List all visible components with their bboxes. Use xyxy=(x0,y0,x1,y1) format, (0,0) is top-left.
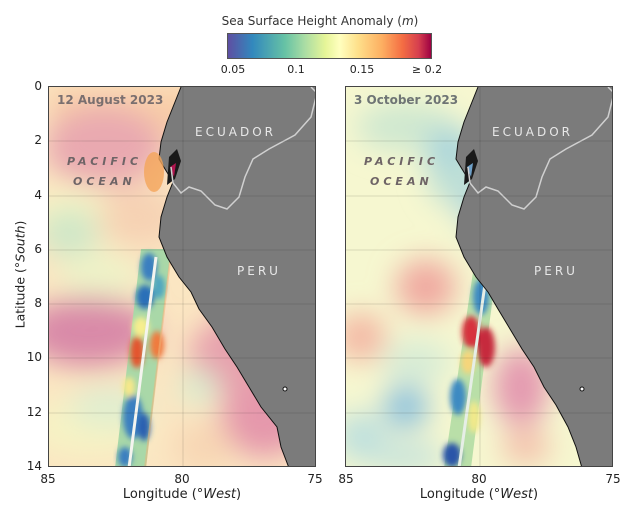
y-tick: 10 xyxy=(26,350,42,364)
x-tick: 80 xyxy=(174,472,190,486)
colorbar-tick: ≥ 0.2 xyxy=(411,63,443,76)
x-axis-label: Longitude (°West) xyxy=(122,487,242,502)
x-tick: 85 xyxy=(338,472,354,486)
y-tick: 14 xyxy=(26,459,42,473)
x-tick: 75 xyxy=(307,472,323,486)
y-tick: 8 xyxy=(34,296,42,310)
x-axis-label: Longitude (°West) xyxy=(419,487,539,502)
x-tick: 75 xyxy=(605,472,621,486)
x-tick: 85 xyxy=(40,472,56,486)
country-label-ecuador: ECUADOR xyxy=(492,125,573,139)
map-panel-august: 12 August 2023 PACIFIC OCEAN ECUADOR PER… xyxy=(48,86,316,467)
ocean-label: OCEAN xyxy=(73,175,136,188)
x-tick: 80 xyxy=(471,472,487,486)
colorbar-tick: 0.05 xyxy=(220,63,246,76)
colorbar-title: Sea Surface Height Anomaly (m) xyxy=(221,14,419,28)
colorbar xyxy=(227,33,432,59)
ecuador-border xyxy=(170,87,315,210)
y-axis-label: Latitude (°South) xyxy=(12,220,28,329)
y-tick: 6 xyxy=(34,242,42,256)
ssh-map-october xyxy=(346,87,612,466)
panel-date-label: 12 August 2023 xyxy=(57,93,164,107)
colorbar-tick: 0.1 xyxy=(287,63,305,76)
y-tick: 2 xyxy=(34,133,42,147)
country-label-peru: PERU xyxy=(534,264,578,278)
map-panel-october: 3 October 2023 PACIFIC OCEAN ECUADOR PER… xyxy=(345,86,613,467)
country-label-peru: PERU xyxy=(237,264,281,278)
colorbar-tick: 0.15 xyxy=(349,63,375,76)
y-tick: 4 xyxy=(34,188,42,202)
ecuador-border xyxy=(467,87,612,210)
panel-date-label: 3 October 2023 xyxy=(354,93,459,107)
land-mask xyxy=(456,87,612,466)
ocean-label: PACIFIC xyxy=(67,155,143,168)
ocean-label: OCEAN xyxy=(370,175,433,188)
land-mask xyxy=(159,87,315,466)
y-tick: 0 xyxy=(34,79,42,93)
y-tick: 12 xyxy=(26,405,42,419)
ocean-label: PACIFIC xyxy=(364,155,440,168)
country-label-ecuador: ECUADOR xyxy=(195,125,276,139)
ssh-map-august xyxy=(49,87,315,466)
